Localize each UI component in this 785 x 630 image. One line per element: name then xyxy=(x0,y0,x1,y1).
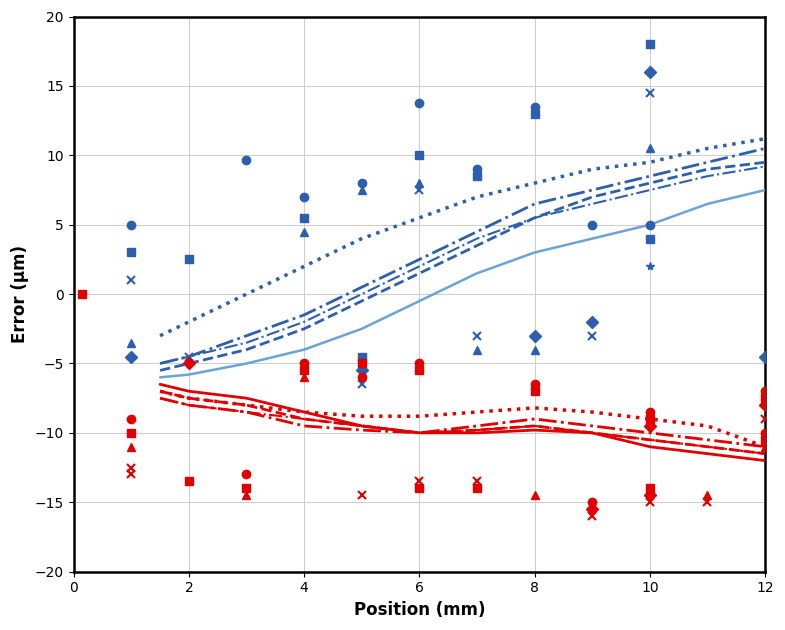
X-axis label: Position (mm): Position (mm) xyxy=(353,601,485,619)
Y-axis label: Error (μm): Error (μm) xyxy=(11,245,29,343)
